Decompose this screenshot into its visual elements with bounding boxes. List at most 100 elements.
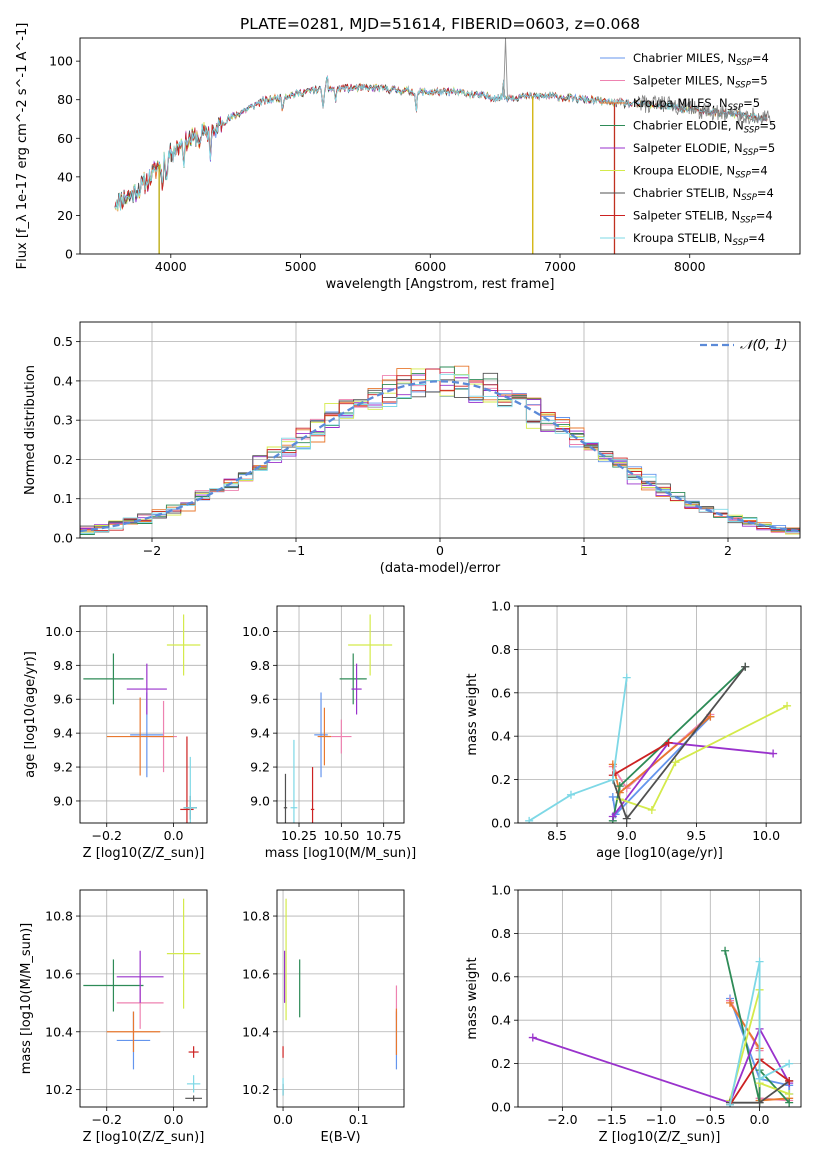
legend-label-text: Chabrier STELIB, N xyxy=(633,186,741,200)
errorbar-point-8 xyxy=(188,1046,199,1058)
errorbar-point-7 xyxy=(283,773,288,823)
x-tick-label: 0.0 xyxy=(273,1112,293,1127)
gridlines xyxy=(277,606,404,823)
x-axis-label: Z [log10(Z/Z_sun)] xyxy=(83,1130,205,1145)
weight-marker xyxy=(528,1033,537,1042)
x-tick-label: 5000 xyxy=(285,259,317,274)
x-tick-label: 0 xyxy=(436,543,444,558)
y-tick-label: 9.4 xyxy=(250,726,270,741)
y-axis-label: mass weight xyxy=(465,957,480,1039)
y-tick-label: 0.4 xyxy=(491,729,511,744)
x-tick-label: 4000 xyxy=(155,259,187,274)
y-tick-label: 0.0 xyxy=(491,816,511,831)
x-tick-label: −1.5 xyxy=(596,1112,626,1127)
weight-marker xyxy=(785,1076,794,1085)
x-tick-label: −0.5 xyxy=(695,1112,725,1127)
errorbar-point-5 xyxy=(126,663,167,715)
axes-frame xyxy=(517,889,802,1108)
weight-series-4 xyxy=(608,662,750,823)
legend-label-2: Salpeter MILES, NSSP=5 xyxy=(633,74,768,91)
y-tick-label: 10.2 xyxy=(45,1082,73,1097)
weight-marker xyxy=(785,1059,794,1068)
errorbar-point-4 xyxy=(339,653,367,705)
weight-marker xyxy=(671,758,680,767)
axes-frame xyxy=(79,321,801,539)
y-tick-label: 9.8 xyxy=(250,658,270,673)
y-axis-label: Flux [f_λ 1e-17 erg cm^-2 s^-1 A^-1] xyxy=(15,23,30,270)
observed-spectrum-tail xyxy=(637,94,771,125)
weight-line xyxy=(729,961,790,1105)
errorbar-point-5 xyxy=(116,950,164,1003)
axes-mass_vs_EBV: 0.0 0.1 10.2 10.4 10.6 10.8 E(B-V) xyxy=(242,889,405,1145)
weight-marker xyxy=(608,792,617,801)
y-tick-label: 10.0 xyxy=(45,624,73,639)
legend-label-subscript: SSP xyxy=(728,103,744,113)
legend-label-subscript: SSP xyxy=(735,81,751,91)
y-tick-label: 10.6 xyxy=(45,966,73,981)
x-tick-label: −2 xyxy=(143,543,161,558)
legend-label-subscript: SSP xyxy=(733,238,749,248)
y-tick-label: 0.8 xyxy=(491,926,511,941)
x-tick-label: 8000 xyxy=(674,259,706,274)
spectrum-line-9 xyxy=(114,75,768,211)
x-axis-label: wavelength [Angstrom, rest frame] xyxy=(326,277,555,292)
x-tick-label: 2 xyxy=(724,543,732,558)
x-tick-label: 10.25 xyxy=(281,828,317,843)
y-tick-label: 10.2 xyxy=(242,1082,270,1097)
x-axis-label: Z [log10(Z/Z_sun)] xyxy=(599,1130,721,1145)
x-tick-label: 10.75 xyxy=(366,828,402,843)
errorbar-point-1 xyxy=(314,692,328,778)
y-tick-label: 0.1 xyxy=(53,491,73,506)
y-tick-label: 9.6 xyxy=(250,692,270,707)
errorbar-point-4 xyxy=(83,653,144,705)
legend-label-subscript: SSP xyxy=(740,216,756,226)
axes-frame xyxy=(79,605,208,824)
gridlines xyxy=(518,605,801,824)
errorbar-point-6 xyxy=(166,898,201,1009)
y-tick-label: 10.8 xyxy=(45,909,73,924)
y-tick-label: 9.2 xyxy=(53,760,73,775)
x-tick-label: −0.2 xyxy=(92,1112,122,1127)
axes-mass_vs_Z: −0.2 0.0 10.2 10.4 10.6 10.8 Z [log10(Z/Z_sun)… xyxy=(19,889,208,1145)
x-tick-label: 0.0 xyxy=(164,828,184,843)
y-tick-label: 9.4 xyxy=(53,726,73,741)
y-tick-label: 0.6 xyxy=(491,685,511,700)
legend-label-count: =5 xyxy=(743,96,760,110)
plot-area xyxy=(114,38,771,254)
axes-weight_vs_Z: −2.0 −1.5 −1.0 −0.5 0.0 0.0 0.2 0.4 0.6 0.8 1.0 Z [… xyxy=(465,883,802,1145)
plot-area xyxy=(83,898,202,1102)
weight-marker xyxy=(741,662,750,671)
x-tick-label: 6000 xyxy=(414,259,446,274)
y-tick-label: 0.6 xyxy=(491,969,511,984)
x-tick-label: −0.2 xyxy=(92,828,122,843)
y-tick-label: 10.8 xyxy=(242,909,270,924)
weight-line xyxy=(528,677,628,822)
x-tick-label: 8.5 xyxy=(547,828,567,843)
x-tick-label: 9.5 xyxy=(686,828,706,843)
axes-age_vs_mass: 10.25 10.50 10.75 9.0 9.2 9.4 9.6 9.8 10.0 mass [… xyxy=(242,605,416,861)
legend-label-7: Chabrier STELIB, NSSP=4 xyxy=(633,186,774,203)
legend-label-8: Salpeter STELIB, NSSP=4 xyxy=(633,209,773,226)
weight-line xyxy=(612,741,670,777)
y-tick-label: 0.2 xyxy=(491,772,511,787)
x-tick-label: −1 xyxy=(287,543,305,558)
weight-marker xyxy=(664,738,673,747)
y-tick-label: 10.0 xyxy=(242,624,270,639)
y-tick-label: 1.0 xyxy=(491,599,511,614)
legend-label-count: =5 xyxy=(758,141,775,155)
weight-marker xyxy=(525,816,534,823)
y-tick-label: 0.4 xyxy=(491,1013,511,1028)
axes-age_vs_Z: −0.2 0.0 9.0 9.2 9.4 9.6 9.8 10.0 Z [log10(Z/Z_s… xyxy=(23,605,208,861)
x-tick-label: 0.0 xyxy=(164,1112,184,1127)
errorbar-point-8 xyxy=(180,736,194,823)
y-tick-label: 9.6 xyxy=(53,692,73,707)
figure-title: PLATE=0281, MJD=51614, FIBERID=0603, z=0… xyxy=(240,15,640,33)
weight-marker xyxy=(755,957,764,966)
plot-area xyxy=(83,614,201,823)
x-tick-label: 0.0 xyxy=(750,1112,770,1127)
errorbar-point-6 xyxy=(348,614,393,676)
legend-label-text: Kroupa MILES, N xyxy=(633,96,728,110)
gridlines xyxy=(80,890,207,1107)
y-tick-label: 10.4 xyxy=(45,1024,73,1039)
